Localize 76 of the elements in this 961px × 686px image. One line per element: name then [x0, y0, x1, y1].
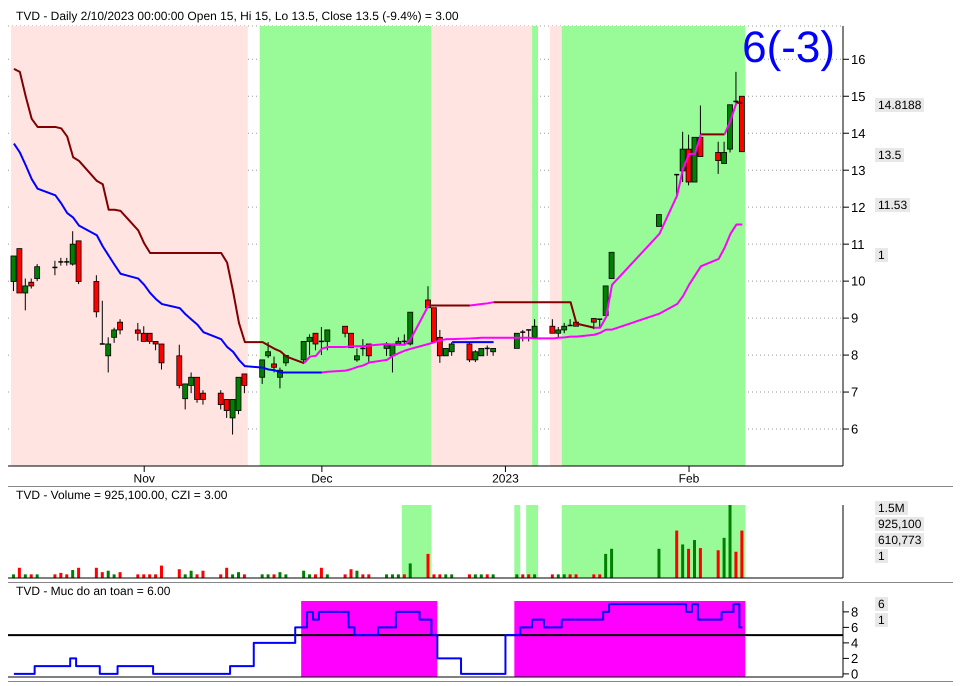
y-tick-label: 4 — [851, 635, 858, 650]
y-tick-label: 15 — [851, 88, 866, 104]
bar — [692, 540, 696, 578]
text: 1 — [875, 549, 888, 563]
bar — [77, 568, 80, 578]
bar — [225, 568, 228, 578]
candlestick — [520, 329, 526, 342]
bar — [740, 530, 744, 578]
text: 1 — [875, 248, 888, 262]
chart-title: TVD - Daily 2/10/2023 00:00:00 Open 15, Hi 15, Lo 13.5, Close 13.5 (-9.4%) = 3.00 — [14, 9, 461, 23]
bar — [728, 505, 732, 578]
y-tick-label: 10 — [851, 274, 866, 289]
annotation: 6(-3) — [742, 23, 835, 72]
bar — [734, 552, 738, 578]
bar — [190, 570, 193, 578]
x-tick-label: Dec — [311, 472, 333, 486]
bar — [355, 570, 358, 578]
bar — [160, 566, 164, 578]
bar — [18, 568, 21, 578]
y-tick-label: 8 — [851, 348, 858, 363]
bar — [604, 554, 608, 578]
y-tick-label: 0 — [851, 666, 858, 682]
y-tick-label: 2 — [851, 651, 858, 666]
bar — [236, 572, 240, 578]
chart-title: TVD - Volume = 925,100.00, CZI = 3.00 — [14, 488, 230, 502]
x-tick-label: Feb — [678, 472, 700, 486]
bar — [716, 550, 720, 578]
bar — [320, 568, 323, 578]
bar — [722, 538, 726, 578]
bar — [687, 548, 690, 578]
bar — [100, 572, 104, 578]
text: 1 — [875, 613, 888, 627]
y-tick-label: 7 — [851, 384, 858, 400]
y-tick-label: 11 — [851, 236, 864, 252]
y-tick-label: 13 — [851, 162, 866, 178]
text: 13.5 — [875, 148, 904, 162]
x-tick-label: 2023 — [492, 472, 520, 486]
y-tick-label: 9 — [851, 310, 858, 326]
y-tick-label: 8 — [851, 604, 858, 620]
bar — [657, 548, 660, 578]
candlestick — [673, 174, 680, 196]
y-tick-label: 16 — [851, 52, 866, 67]
bar — [610, 548, 614, 578]
text: 6 — [875, 597, 888, 611]
candlestick — [34, 264, 40, 282]
bar — [681, 544, 684, 578]
candlestick — [265, 342, 272, 359]
bar — [178, 569, 181, 578]
bar — [118, 572, 122, 578]
bar — [675, 530, 678, 578]
y-tick-label: 12 — [851, 200, 866, 215]
y-tick-label: 6 — [851, 620, 858, 635]
bar — [106, 570, 110, 578]
text: 1.5M — [875, 501, 908, 515]
text: 11.53 — [875, 198, 910, 212]
chart-title: TVD - Muc do an toan = 6.00 — [14, 584, 172, 598]
bar — [426, 554, 430, 578]
bar — [94, 568, 98, 578]
bar — [201, 570, 204, 578]
candlestick — [656, 214, 662, 227]
bar — [698, 548, 702, 578]
candlestick — [271, 356, 277, 373]
bar — [71, 570, 74, 578]
candlestick — [52, 260, 58, 276]
text: 925,100 — [875, 517, 924, 531]
bar — [408, 563, 412, 578]
bar — [278, 572, 282, 578]
line-series — [320, 224, 744, 374]
bar — [302, 570, 306, 578]
text: 14.8188 — [875, 98, 924, 112]
y-tick-label: 14 — [851, 126, 866, 141]
candlestick — [354, 348, 360, 362]
bar — [350, 569, 353, 578]
x-tick-label: Nov — [134, 472, 155, 486]
y-tick-label: 6 — [851, 422, 858, 437]
text: 610,773 — [875, 533, 924, 547]
